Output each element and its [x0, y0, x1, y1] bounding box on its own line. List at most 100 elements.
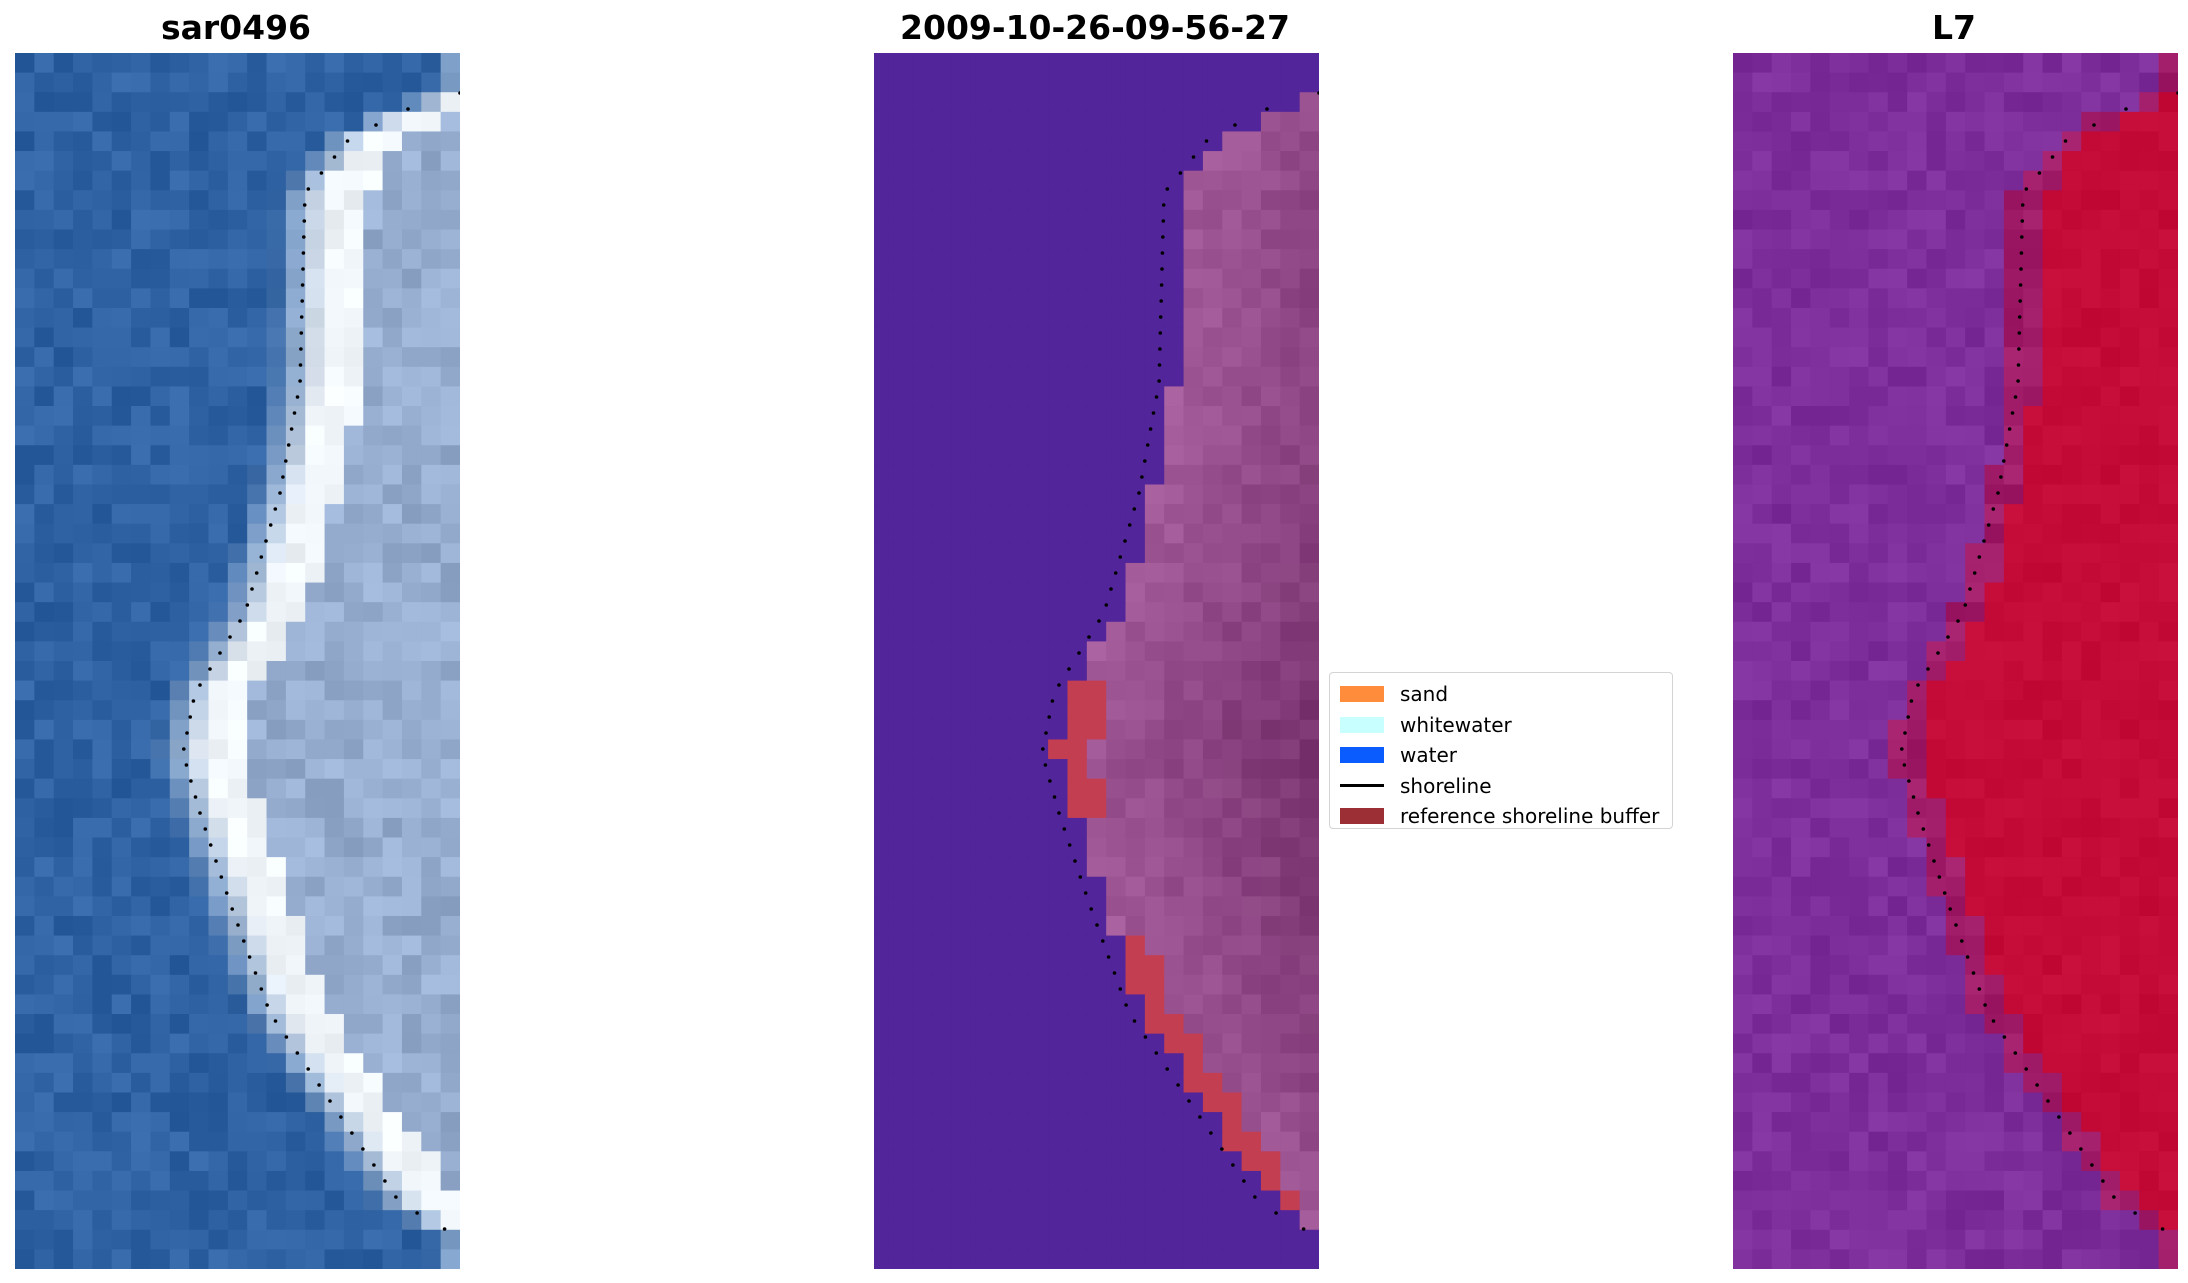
class-pixel — [1241, 53, 1262, 74]
index-pixel — [1926, 915, 1947, 937]
class-pixel — [1106, 935, 1127, 956]
rgb-pixel — [131, 1014, 152, 1035]
class-pixel — [1144, 1072, 1165, 1094]
shoreline-point — [1118, 555, 1123, 559]
rgb-pixel — [401, 759, 422, 780]
index-pixel — [1868, 366, 1889, 388]
index-pixel — [1887, 857, 1908, 878]
class-pixel — [1125, 1151, 1146, 1172]
rgb-pixel — [189, 484, 210, 505]
index-pixel — [2100, 759, 2121, 780]
class-pixel — [932, 1072, 952, 1094]
class-pixel — [1125, 641, 1146, 662]
index-pixel — [2003, 1210, 2024, 1231]
class-pixel — [1222, 1229, 1243, 1250]
rgb-pixel — [169, 347, 190, 368]
class-pixel — [1144, 837, 1165, 858]
index-pixel — [2042, 131, 2063, 152]
index-pixel — [1868, 92, 1889, 113]
rgb-pixel — [131, 111, 152, 133]
shoreline-point — [2160, 1227, 2165, 1231]
rgb-pixel — [227, 955, 248, 976]
class-pixel — [1241, 680, 1262, 701]
rgb-pixel — [363, 543, 384, 564]
index-pixel — [2081, 1170, 2102, 1192]
rgb-pixel — [131, 837, 152, 858]
rgb-pixel — [111, 974, 132, 996]
class-pixel — [970, 366, 991, 388]
index-pixel — [2100, 229, 2121, 250]
class-pixel — [990, 798, 1011, 819]
shoreline-point — [1159, 299, 1163, 303]
class-pixel — [893, 935, 914, 956]
class-pixel — [1125, 935, 1146, 956]
index-pixel — [2139, 759, 2160, 780]
rgb-pixel — [53, 621, 74, 642]
shoreline-point — [289, 427, 294, 431]
index-pixel — [1887, 817, 1908, 839]
index-pixel — [2081, 1229, 2102, 1250]
index-pixel — [1984, 719, 2005, 741]
class-pixel — [1222, 974, 1243, 996]
class-pixel — [970, 209, 991, 231]
rgb-pixel — [343, 1053, 364, 1074]
index-pixel — [1926, 700, 1947, 721]
class-pixel — [1222, 798, 1243, 819]
rgb-pixel — [73, 778, 93, 799]
class-pixel — [1106, 680, 1127, 701]
class-pixel — [893, 425, 914, 446]
rgb-pixel — [401, 111, 422, 133]
index-pixel — [1945, 425, 1966, 446]
index-pixel — [1752, 543, 1773, 564]
rgb-pixel — [169, 111, 190, 133]
rgb-pixel — [421, 759, 442, 780]
rgb-pixel — [285, 307, 306, 329]
shoreline-point — [300, 283, 305, 287]
class-pixel — [1183, 680, 1204, 701]
rgb-pixel — [363, 1210, 384, 1231]
index-pixel — [1810, 896, 1831, 917]
shoreline-point — [1083, 891, 1088, 895]
index-pixel — [1791, 1151, 1811, 1172]
class-pixel — [893, 1112, 914, 1133]
class-pixel — [1164, 464, 1185, 486]
rgb-pixel — [92, 700, 113, 721]
index-pixel — [2081, 798, 2102, 819]
rgb-pixel — [92, 798, 113, 819]
index-pixel — [1887, 778, 1908, 799]
shoreline-point — [306, 187, 311, 191]
legend-item-water: water — [1340, 740, 1662, 771]
class-pixel — [1202, 661, 1223, 682]
class-pixel — [1028, 523, 1049, 544]
index-pixel — [1945, 327, 1966, 348]
class-pixel — [990, 994, 1011, 1015]
rgb-pixel — [324, 72, 345, 93]
class-pixel — [1009, 347, 1030, 368]
index-pixel — [1945, 661, 1966, 682]
rgb-pixel — [53, 445, 74, 466]
class-pixel — [874, 837, 894, 858]
index-pixel — [2100, 151, 2121, 172]
class-pixel — [990, 170, 1011, 191]
index-pixel — [1849, 347, 1870, 368]
index-pixel — [1791, 700, 1811, 721]
class-pixel — [1260, 1170, 1281, 1192]
index-pixel — [1771, 523, 1792, 544]
index-pixel — [2081, 445, 2102, 466]
index-pixel — [2023, 719, 2044, 741]
index-pixel — [1829, 661, 1850, 682]
class-pixel — [932, 759, 952, 780]
rgb-pixel — [92, 1151, 113, 1172]
rgb-pixel — [150, 445, 171, 466]
shoreline-point — [1999, 475, 2003, 479]
rgb-pixel — [247, 190, 268, 211]
rgb-pixel — [189, 798, 210, 819]
index-pixel — [2100, 111, 2121, 133]
rgb-pixel — [401, 1072, 422, 1094]
index-pixel — [1849, 53, 1870, 74]
class-pixel — [1202, 209, 1223, 231]
class-pixel — [1144, 543, 1165, 564]
index-pixel — [1829, 327, 1850, 348]
class-pixel — [1299, 53, 1319, 74]
rgb-pixel — [421, 170, 442, 191]
